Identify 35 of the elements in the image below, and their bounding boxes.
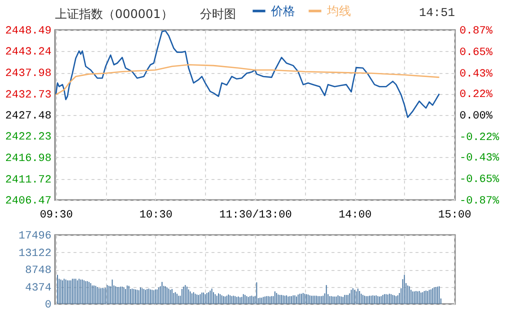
y2-tick-label: -0.43% bbox=[460, 152, 500, 165]
y-tick-label: 2432.73 bbox=[5, 89, 52, 102]
y-tick-label: 2448.49 bbox=[5, 26, 52, 38]
y2-tick-label: -0.65% bbox=[460, 174, 500, 186]
y2-tick-label: -0.22% bbox=[460, 132, 500, 144]
line-series bbox=[55, 30, 440, 118]
y-tick-label: 2406.47 bbox=[5, 196, 52, 208]
legend-label: 价格 bbox=[270, 4, 295, 18]
legend-label: 均线 bbox=[326, 4, 351, 18]
y-tick-label: 2411.72 bbox=[5, 174, 52, 186]
x-tick-label: 09:30 bbox=[40, 210, 73, 222]
chart-subtitle: 分时图 bbox=[200, 6, 236, 23]
x-tick-label: 10:30 bbox=[139, 210, 172, 222]
y-tick-label: 13122 bbox=[18, 248, 52, 260]
x-tick-label: 14:00 bbox=[338, 210, 372, 222]
y-tick-label: 4374 bbox=[25, 282, 52, 294]
text: 14:51 bbox=[418, 6, 455, 20]
x-tick-label: 15:00 bbox=[438, 210, 472, 222]
y2-tick-label: 0.22% bbox=[460, 89, 493, 102]
y2-tick-label: 0.00% bbox=[460, 110, 493, 122]
y-tick-label: 2422.23 bbox=[5, 132, 52, 144]
y-tick-label: 0 bbox=[44, 300, 52, 312]
line-series bbox=[55, 64, 440, 96]
y-tick-label: 2416.98 bbox=[5, 152, 52, 165]
y2-tick-label: 0.43% bbox=[460, 68, 493, 80]
y-tick-label: 17496 bbox=[18, 230, 52, 242]
y2-tick-label: -0.87% bbox=[460, 196, 500, 208]
y-tick-label: 2443.24 bbox=[5, 46, 52, 59]
chart-title: 上证指数（000001） bbox=[55, 6, 173, 23]
y-tick-label: 8748 bbox=[25, 265, 52, 277]
y-tick-label: 2427.48 bbox=[5, 110, 52, 122]
x-tick-label: 11:30/13:00 bbox=[219, 210, 292, 222]
y2-tick-label: 0.87% bbox=[460, 26, 493, 38]
y2-tick-label: 0.65% bbox=[460, 46, 493, 59]
y-tick-label: 2437.98 bbox=[5, 68, 52, 80]
